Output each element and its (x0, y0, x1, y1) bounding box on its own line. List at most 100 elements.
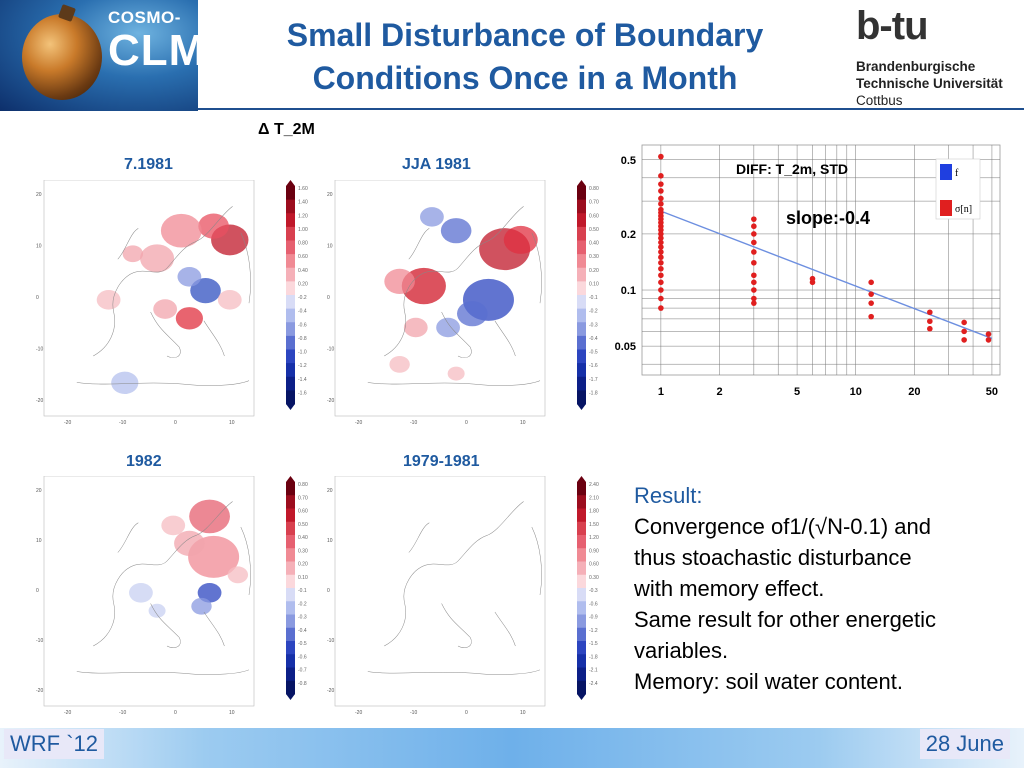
colorbar-segment (577, 281, 586, 296)
map-y-tick-label: -10 (327, 347, 334, 353)
colorbar-segment (286, 335, 295, 350)
data-point (751, 223, 757, 230)
map-x-tick-label: -20 (64, 420, 71, 426)
map-x-tick-label: -10 (410, 420, 417, 426)
data-point (985, 337, 992, 343)
colorbar-tick-label: 0.60 (589, 562, 599, 568)
map-x-tick-label: 0 (465, 420, 468, 426)
colorbar-segment (286, 308, 295, 323)
colorbar-tick-label: -0.8 (298, 681, 307, 687)
colorbar-tick-label: 0.20 (298, 562, 308, 568)
map-y-tick-label: 10 (36, 244, 42, 250)
map-panel-2: 20 10 0 -10 -20 -20 -10 0 10 0.80 0.70 0.60 0.50 0.40… (325, 180, 610, 436)
colorbar-segment (286, 267, 295, 282)
map-coastline (76, 206, 251, 386)
map-anomaly-blob (447, 366, 465, 381)
map-y-tick-label: 20 (36, 192, 42, 198)
map-anomaly-blob (197, 582, 222, 603)
colorbar-segment (286, 376, 295, 391)
colorbar-tick-label: -1.2 (298, 363, 307, 369)
map-anomaly-blob (189, 499, 230, 534)
footer-bar (0, 728, 1024, 768)
y-tick-label: 0.1 (621, 285, 636, 297)
data-point (751, 300, 757, 306)
colorbar-bottom-arrow (286, 404, 295, 410)
scatter-svg: 1 2 5 10 20 50 0.5 0.2 0.1 0.05 DIFF: T_2m, STD slo… (615, 144, 1001, 398)
colorbar-segment (577, 335, 586, 350)
colorbar-segment (577, 349, 586, 364)
colorbar-tick-label: -1.7 (589, 377, 598, 383)
map-panel-4: 20 10 0 -10 -20 -20 -10 0 10 2.40 2.10 1.80 1.50 1.20… (325, 476, 610, 726)
map-y-tick-label: 0 (36, 295, 39, 301)
colorbar-tick-label: 2.40 (589, 482, 599, 488)
map-anomaly-blob (190, 278, 221, 304)
colorbar-tick-label: -0.6 (298, 322, 307, 328)
data-point (751, 249, 757, 255)
legend-swatch (940, 200, 952, 216)
map-anomaly-blob (420, 207, 444, 227)
map-field (129, 499, 249, 618)
map-anomaly-blob (161, 515, 186, 536)
colorbar-segment (286, 654, 295, 668)
colorbar-bottom-arrow (577, 694, 586, 700)
map-svg-3: 20 10 0 -10 -20 -20 -10 0 10 0.80 0.70 0.60 0.50 0.40… (36, 476, 308, 716)
result-line-2: thus stoachastic disturbance (634, 545, 912, 570)
colorbar-tick-label: -0.3 (298, 615, 307, 621)
colorbar-tick-label: 0.60 (298, 254, 308, 260)
colorbar-bottom-arrow (577, 404, 586, 410)
btu-line-3: Cottbus (856, 93, 903, 108)
colorbar-segment (286, 641, 295, 655)
colorbar-tick-label: -0.2 (298, 601, 307, 607)
map-y-tick-label: 0 (36, 588, 39, 594)
colorbar-tick-label: -0.9 (589, 615, 598, 621)
data-point (961, 328, 967, 335)
colorbar-tick-label: 0.30 (589, 254, 599, 260)
map-label-1: 7.1981 (124, 156, 173, 173)
map-anomaly-blob (148, 603, 166, 618)
colorbar-top-arrow (286, 180, 295, 186)
result-text: Result: Convergence of1/(√N-0.1) and thu… (634, 480, 1014, 697)
map-label-4: 1979-1981 (403, 453, 480, 470)
colorbar-segment (577, 495, 586, 509)
colorbar-tick-label: -0.5 (589, 350, 598, 356)
btu-line-2: Technische Universität (856, 76, 1003, 91)
map-y-tick-label: -20 (327, 688, 334, 694)
map-x-tick-label: -10 (119, 710, 126, 716)
colorbar-tick-label: 1.20 (589, 535, 599, 541)
data-point (658, 249, 664, 255)
map-anomaly-blob (175, 307, 203, 330)
header-divider (198, 108, 1024, 110)
data-point (751, 279, 757, 286)
data-point (751, 216, 757, 222)
colorbar-tick-label: 2.10 (589, 495, 599, 501)
legend-label: σ[n] (955, 204, 972, 215)
colorbar-segment (577, 535, 586, 549)
fit-line (660, 210, 993, 340)
chart-title: DIFF: T_2m, STD (736, 161, 848, 177)
colorbar-segment (577, 267, 586, 282)
colorbar-tick-label: 0.70 (589, 200, 599, 206)
result-line-1: Convergence of1/(√N-0.1) and (634, 514, 932, 539)
colorbar-segment (577, 254, 586, 269)
data-point (751, 295, 757, 302)
colorbar-segment (286, 627, 295, 642)
btu-line-1: Brandenburgische (856, 59, 976, 74)
colorbar-segment (286, 574, 295, 589)
map-anomaly-blob (160, 213, 202, 248)
data-point (658, 201, 664, 207)
data-point (961, 319, 967, 326)
colorbar-tick-label: 0.10 (298, 575, 308, 581)
map-x-tick-label: 10 (520, 420, 526, 426)
colorbar-segment (286, 588, 295, 602)
colorbar-segment (286, 390, 295, 405)
x-tick-label: 5 (794, 386, 800, 398)
map-y-tick-label: 20 (36, 488, 42, 494)
colorbar-tick-label: -2.1 (589, 668, 598, 674)
legend-swatch (940, 164, 952, 180)
data-point (658, 254, 664, 261)
data-point (658, 305, 664, 311)
result-line-5: variables. (634, 638, 729, 663)
map-label-2: JJA 1981 (402, 156, 471, 173)
map-anomaly-blob (111, 371, 139, 395)
x-tick-label: 1 (658, 386, 664, 398)
